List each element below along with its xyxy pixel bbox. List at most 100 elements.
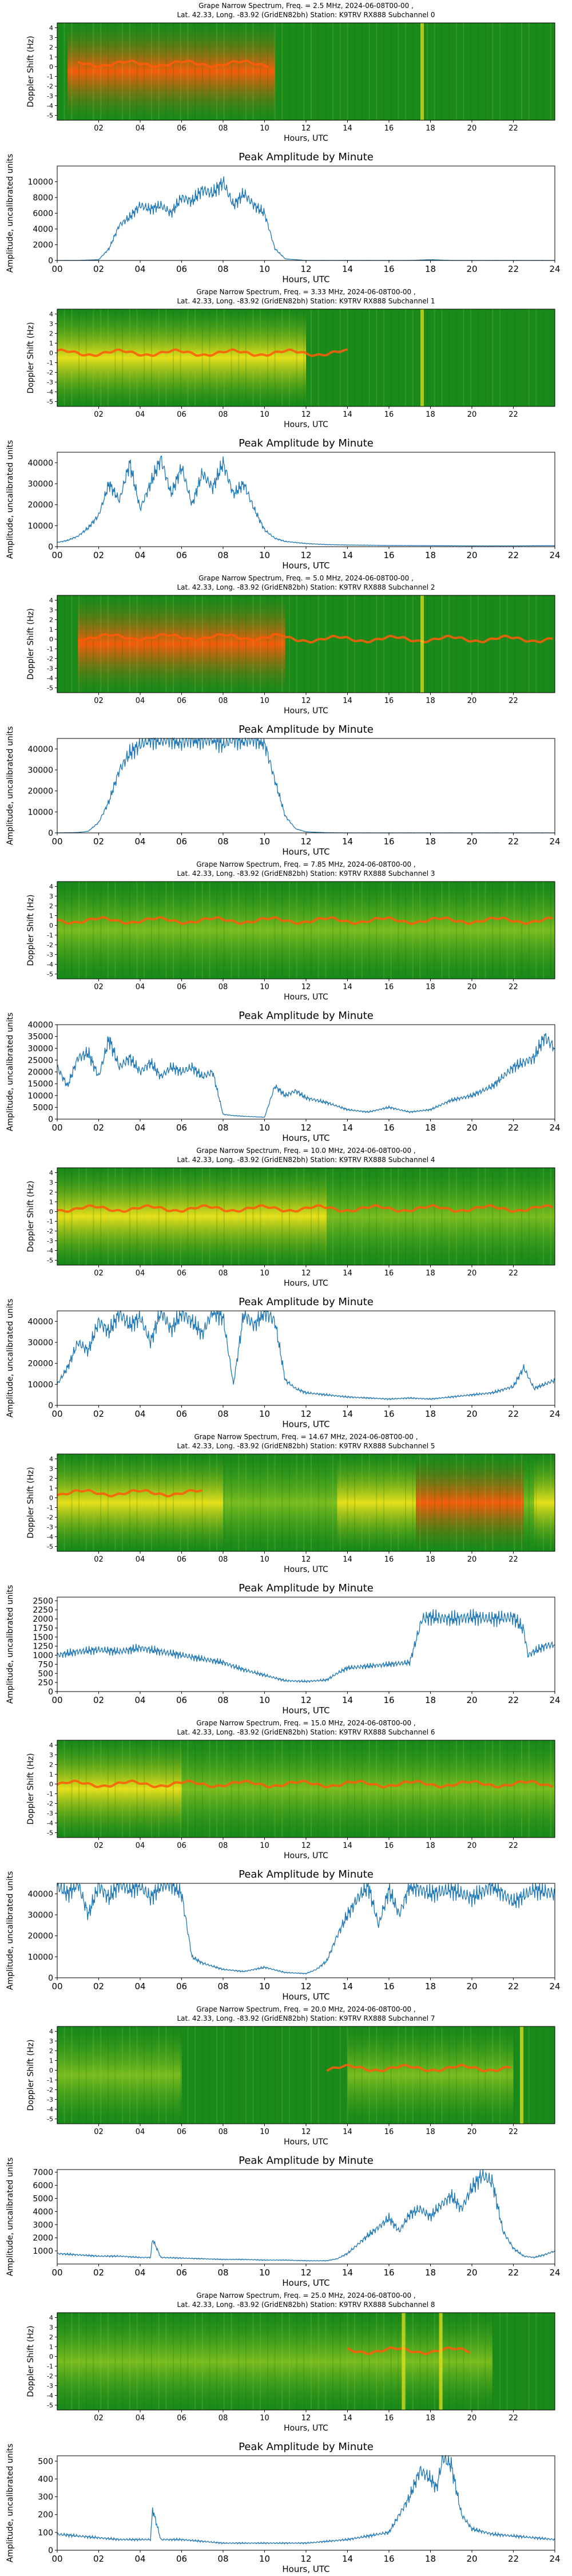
y-tick-label: 3 <box>49 607 53 614</box>
x-tick-label: 02 <box>93 2267 104 2278</box>
x-tick-label: 04 <box>134 264 145 274</box>
y-tick-label: 3 <box>49 1752 53 1759</box>
x-tick-label: 16 <box>384 1269 394 1278</box>
x-tick-label: 14 <box>343 2414 352 2423</box>
x-tick-label: 08 <box>217 2267 228 2278</box>
x-tick-label: 06 <box>177 1555 186 1564</box>
x-tick-label: 10 <box>259 1695 270 1705</box>
x-tick-label: 06 <box>176 550 187 560</box>
x-tick-label: 04 <box>134 550 145 560</box>
x-tick-label: 18 <box>426 983 435 991</box>
spectrogram-band <box>523 1456 534 1549</box>
x-tick-label: 08 <box>219 983 228 991</box>
y-tick-label: -3 <box>47 1810 53 1818</box>
y-tick-label: 100 <box>38 2528 53 2538</box>
y-tick-label: 0 <box>49 636 53 643</box>
x-tick-label: 24 <box>549 1695 560 1705</box>
x-tick-label: 08 <box>217 264 228 274</box>
y-tick-label: 2000 <box>33 1615 53 1624</box>
x-tick-label: 12 <box>300 264 311 274</box>
x-tick-label: 08 <box>217 1981 228 1992</box>
spectrogram-band <box>57 1456 223 1549</box>
spectrogram-stripe <box>420 309 424 406</box>
x-tick-label: 12 <box>300 1695 311 1705</box>
spectrogram-subtitle: Lat. 42.33, Long. -83.92 (GridEN82bh) St… <box>177 1728 435 1736</box>
y-tick-label: 20000 <box>27 1932 53 1941</box>
y-tick-label: 2000 <box>33 241 53 250</box>
x-tick-label: 12 <box>301 1555 311 1564</box>
x-tick-label: 16 <box>383 836 394 847</box>
y-tick-label: -2 <box>47 655 53 663</box>
amplitude-series-line <box>57 1310 555 1401</box>
x-tick-label: 08 <box>219 124 228 133</box>
x-tick-label: 12 <box>300 836 311 847</box>
x-tick-label: 16 <box>384 124 394 133</box>
y-tick-label: 1750 <box>33 1624 53 1633</box>
x-tick-label: 18 <box>426 410 435 419</box>
x-tick-label: 18 <box>426 1842 435 1850</box>
y-tick-label: 0 <box>48 829 53 838</box>
x-tick-label: 12 <box>301 983 311 991</box>
subchannel-2-panel: Grape Narrow Spectrum, Freq. = 5.0 MHz, … <box>6 574 561 857</box>
y-tick-label: -5 <box>47 2402 53 2409</box>
amplitude-series-line <box>57 2454 555 2545</box>
y-tick-label: 25000 <box>27 1056 53 1065</box>
x-tick-label: 10 <box>260 2414 269 2423</box>
x-tick-label: 04 <box>134 2554 145 2564</box>
x-axis-label: Hours, UTC <box>282 1419 329 1429</box>
x-tick-label: 22 <box>508 264 519 274</box>
spectrogram-title: Grape Narrow Spectrum, Freq. = 15.0 MHz,… <box>196 1719 415 1727</box>
spectrogram-band <box>57 2029 182 2121</box>
x-tick-label: 20 <box>466 1695 477 1705</box>
amplitude-series-line <box>57 737 555 833</box>
y-tick-label: 500 <box>38 1669 53 1678</box>
y-tick-label: 3 <box>49 1179 53 1187</box>
x-tick-label: 08 <box>217 550 228 560</box>
x-tick-label: 16 <box>383 2267 394 2278</box>
x-axis-label: Hours, UTC <box>284 993 328 1002</box>
y-tick-label: 5000 <box>33 1103 53 1112</box>
y-tick-label: -4 <box>47 102 53 110</box>
x-tick-label: 04 <box>134 1981 145 1992</box>
x-tick-label: 16 <box>383 1123 394 1133</box>
y-axis-label: Doppler Shift (Hz) <box>26 1181 35 1253</box>
spectrogram-title: Grape Narrow Spectrum, Freq. = 3.33 MHz,… <box>196 288 415 296</box>
x-tick-label: 20 <box>467 983 477 991</box>
x-tick-label: 14 <box>342 836 353 847</box>
y-tick-label: -3 <box>47 93 53 100</box>
x-tick-label: 24 <box>549 836 560 847</box>
y-tick-label: 3 <box>49 1465 53 1473</box>
y-tick-label: 1 <box>49 54 53 61</box>
y-tick-label: 3 <box>49 2038 53 2045</box>
subchannel-1-panel: Grape Narrow Spectrum, Freq. = 3.33 MHz,… <box>6 288 561 571</box>
x-tick-label: 16 <box>384 2128 394 2136</box>
spectrogram-band <box>57 884 555 977</box>
y-tick-label: 4 <box>49 2028 53 2036</box>
spectrogram-subtitle: Lat. 42.33, Long. -83.92 (GridEN82bh) St… <box>177 297 435 305</box>
x-tick-label: 04 <box>134 2267 145 2278</box>
y-tick-label: -4 <box>47 2392 53 2400</box>
spectrogram-band <box>57 1743 182 1835</box>
amplitude-title: Peak Amplitude by Minute <box>239 1296 374 1308</box>
x-tick-label: 10 <box>260 410 269 419</box>
x-tick-label: 00 <box>51 550 62 560</box>
x-tick-label: 14 <box>343 1269 352 1278</box>
x-tick-label: 20 <box>466 836 477 847</box>
x-tick-label: 02 <box>93 1981 104 1992</box>
x-tick-label: 20 <box>466 264 477 274</box>
x-tick-label: 04 <box>136 2414 145 2423</box>
amplitude-frame <box>57 1024 555 1120</box>
x-tick-label: 18 <box>425 264 436 274</box>
x-tick-label: 16 <box>383 1409 394 1419</box>
y-tick-label: -5 <box>47 1830 53 1837</box>
x-tick-label: 00 <box>51 1123 62 1133</box>
y-tick-label: -2 <box>47 369 53 377</box>
x-tick-label: 18 <box>425 1695 436 1705</box>
x-tick-label: 14 <box>343 1555 352 1564</box>
x-tick-label: 22 <box>508 2267 519 2278</box>
spectrogram-band <box>327 1170 555 1263</box>
x-tick-label: 14 <box>342 264 353 274</box>
x-tick-label: 22 <box>509 697 518 705</box>
spectrogram-title: Grape Narrow Spectrum, Freq. = 7.85 MHz,… <box>196 860 415 868</box>
